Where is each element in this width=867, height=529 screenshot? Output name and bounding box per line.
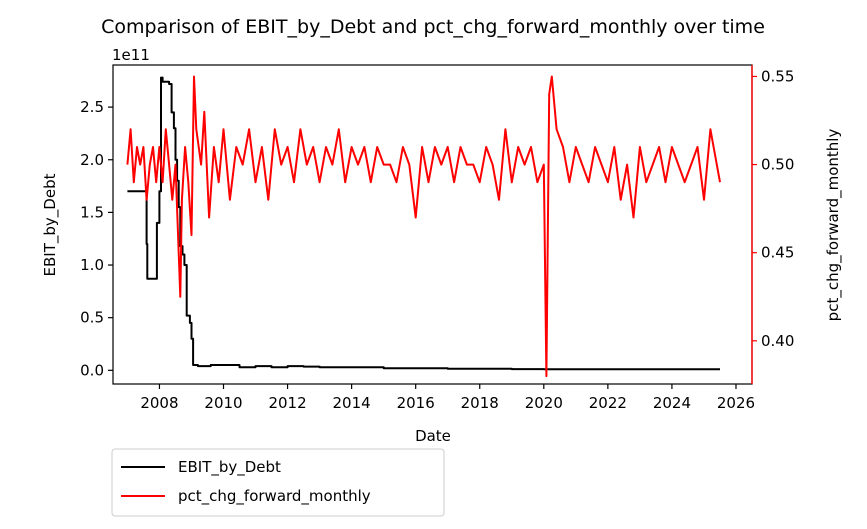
series-line-ebit-by-debt xyxy=(127,76,720,371)
x-tick-label: 2026 xyxy=(717,394,755,412)
right-y-tick-label: 0.55 xyxy=(761,67,794,85)
left-y-axis: 0.0 0.5 1.0 1.5 2.0 2.5 xyxy=(80,98,113,379)
chart-title: Comparison of EBIT_by_Debt and pct_chg_f… xyxy=(101,16,765,38)
x-tick-label: 2014 xyxy=(333,394,371,412)
plot-area-frame xyxy=(112,64,753,385)
legend: EBIT_by_Debt pct_chg_forward_monthly xyxy=(111,448,445,517)
left-y-tick-label: 2.0 xyxy=(80,151,104,169)
left-y-tick-label: 0.5 xyxy=(80,309,104,327)
x-tick-label: 2022 xyxy=(589,394,627,412)
legend-label-pct-chg: pct_chg_forward_monthly xyxy=(178,487,371,506)
left-y-tick-label: 2.5 xyxy=(80,98,104,116)
series-layer xyxy=(126,75,721,378)
legend-label-ebit: EBIT_by_Debt xyxy=(178,458,281,477)
right-y-axis-label: pct_chg_forward_monthly xyxy=(824,129,843,322)
x-tick-label: 2012 xyxy=(268,394,306,412)
x-tick-label: 2024 xyxy=(653,394,691,412)
x-tick-label: 2018 xyxy=(461,394,499,412)
left-axis-offset-text: 1e11 xyxy=(112,46,150,64)
x-tick-label: 2010 xyxy=(204,394,242,412)
x-tick-label: 2016 xyxy=(397,394,435,412)
right-y-axis: 0.40 0.45 0.50 0.55 xyxy=(751,65,794,384)
series-line-pct-chg-forward-monthly xyxy=(126,75,721,378)
left-y-tick-label: 1.5 xyxy=(80,203,104,221)
left-y-axis-label: EBIT_by_Debt xyxy=(41,173,60,276)
left-y-tick-label: 1.0 xyxy=(80,256,104,274)
right-y-tick-label: 0.45 xyxy=(761,244,794,262)
x-tick-label: 2008 xyxy=(140,394,178,412)
left-y-tick-label: 0.0 xyxy=(80,361,104,379)
x-axis: 2008 2010 2012 2014 2016 2018 2020 2022 2024 2026 xyxy=(140,384,755,412)
right-y-tick-label: 0.50 xyxy=(761,156,794,174)
x-axis-label: Date xyxy=(415,427,451,445)
right-y-tick-label: 0.40 xyxy=(761,332,794,350)
x-tick-label: 2020 xyxy=(525,394,563,412)
legend-box xyxy=(111,448,445,517)
